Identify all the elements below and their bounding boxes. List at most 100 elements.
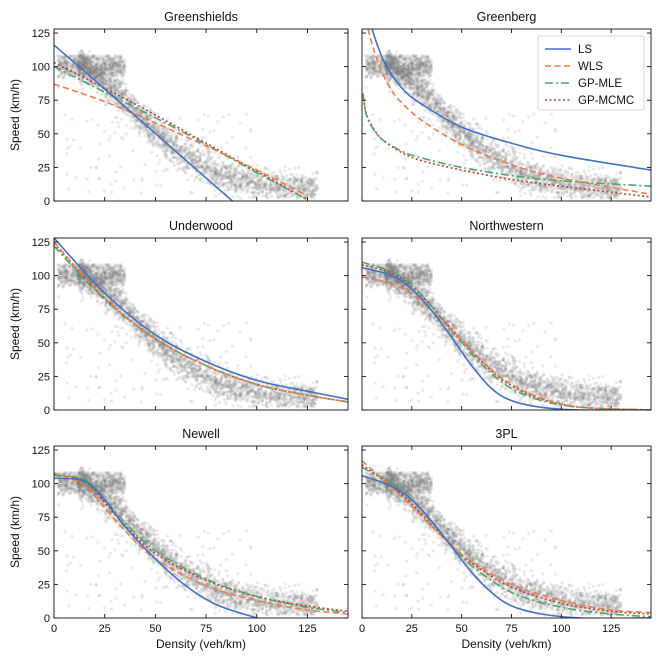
scatter-point xyxy=(65,60,69,64)
scatter-point xyxy=(111,74,115,78)
scatter-point xyxy=(95,73,99,77)
scatter-point xyxy=(227,172,231,176)
scatter-point xyxy=(87,57,91,61)
scatter-point xyxy=(115,66,119,70)
scatter-point xyxy=(77,61,81,65)
scatter-point xyxy=(234,173,238,177)
scatter-point xyxy=(188,153,192,157)
scatter-point xyxy=(99,93,103,97)
scatter-point xyxy=(179,146,183,150)
scatter-point xyxy=(82,62,86,66)
scatter-point xyxy=(100,80,104,84)
scatter-point xyxy=(181,148,186,152)
scatter-point xyxy=(201,149,205,153)
scatter-point xyxy=(283,165,287,169)
scatter-point xyxy=(219,178,223,182)
scatter-point xyxy=(113,87,117,91)
scatter-point xyxy=(452,105,456,109)
scatter-point xyxy=(263,166,267,170)
scatter-point xyxy=(91,56,96,60)
scatter-point xyxy=(305,178,309,182)
scatter-point xyxy=(73,58,77,62)
scatter-point xyxy=(137,125,141,129)
scatter-point xyxy=(148,108,152,112)
scatter-point xyxy=(170,151,174,155)
scatter-point xyxy=(149,150,153,154)
scatter-point xyxy=(275,174,279,178)
scatter-point xyxy=(96,73,100,77)
scatter-point xyxy=(101,57,105,61)
scatter-point xyxy=(77,61,81,65)
scatter-point xyxy=(277,187,281,192)
scatter-point xyxy=(257,187,261,191)
scatter-point xyxy=(202,168,206,172)
scatter-point xyxy=(189,158,193,163)
scatter-point xyxy=(427,117,431,121)
scatter-point xyxy=(101,63,105,67)
scatter-point xyxy=(228,167,232,171)
scatter-point xyxy=(265,196,269,200)
scatter-point xyxy=(226,188,230,192)
scatter-point xyxy=(90,54,94,58)
scatter-point xyxy=(239,183,243,187)
scatter-point xyxy=(216,181,220,186)
scatter-point xyxy=(80,53,84,57)
scatter-point xyxy=(182,150,186,154)
scatter-point xyxy=(365,68,369,72)
scatter-point xyxy=(77,62,81,66)
scatter-point xyxy=(314,170,318,174)
scatter-point xyxy=(221,161,226,165)
scatter-point xyxy=(60,55,64,60)
scatter-point xyxy=(107,56,111,60)
scatter-point xyxy=(94,64,98,68)
scatter-point xyxy=(81,56,85,60)
scatter-point xyxy=(79,60,83,64)
scatter-point xyxy=(507,149,511,153)
scatter-point xyxy=(123,65,127,69)
scatter-point xyxy=(95,57,99,62)
scatter-point xyxy=(107,70,111,74)
scatter-point xyxy=(232,170,236,175)
scatter-point xyxy=(66,69,70,73)
scatter-point xyxy=(181,167,185,171)
scatter-point xyxy=(220,173,224,177)
scatter-point xyxy=(118,69,122,74)
scatter-point xyxy=(196,165,200,169)
scatter-point xyxy=(116,54,120,59)
scatter-point xyxy=(104,74,108,78)
scatter-point xyxy=(98,74,102,79)
scatter-point xyxy=(78,54,83,58)
scatter-point xyxy=(102,67,106,71)
scatter-point xyxy=(86,79,90,83)
scatter-point xyxy=(109,66,113,70)
scatter-point xyxy=(236,180,240,184)
scatter-point xyxy=(94,66,98,70)
scatter-point xyxy=(112,79,116,83)
scatter-point xyxy=(122,186,127,190)
scatter-point xyxy=(103,94,107,98)
scatter-point xyxy=(166,127,170,131)
scatter-point xyxy=(171,155,175,159)
scatter-point xyxy=(63,61,68,65)
scatter-point xyxy=(421,54,425,58)
scatter-point xyxy=(213,170,217,174)
scatter-point xyxy=(256,191,260,196)
scatter-point xyxy=(264,194,268,198)
scatter-point xyxy=(109,71,113,75)
scatter-point xyxy=(222,182,226,187)
scatter-point xyxy=(429,70,433,74)
scatter-point xyxy=(178,146,182,150)
scatter-point xyxy=(255,175,259,179)
scatter-point xyxy=(172,163,176,167)
scatter-point xyxy=(82,72,86,76)
scatter-point xyxy=(104,66,108,70)
scatter-point xyxy=(112,57,117,61)
scatter-point xyxy=(100,70,104,74)
scatter-point xyxy=(211,171,215,175)
scatter-point xyxy=(56,54,60,58)
scatter-point xyxy=(143,103,147,107)
scatter-point xyxy=(309,194,313,199)
scatter-point xyxy=(109,74,113,78)
scatter-point xyxy=(237,177,241,181)
